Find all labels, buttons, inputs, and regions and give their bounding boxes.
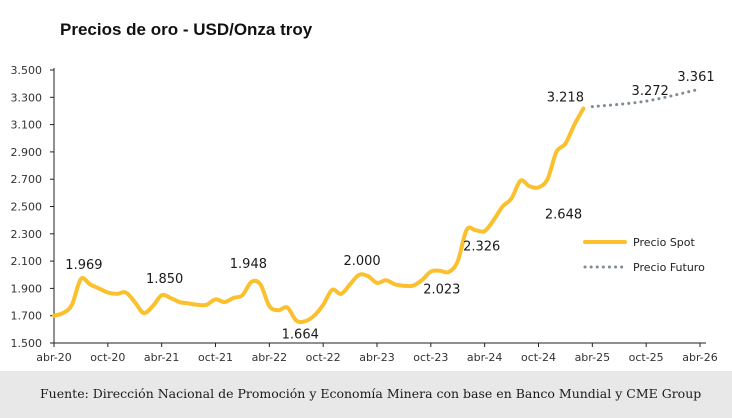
legend-label: Precio Futuro: [633, 261, 705, 274]
x-tick-label: oct-25: [629, 351, 664, 364]
y-tick-label: 3.100: [11, 119, 43, 132]
y-tick-label: 3.300: [11, 91, 43, 104]
legend-label: Precio Spot: [633, 236, 696, 249]
y-tick-label: 2.500: [11, 201, 43, 214]
data-label: 1.969: [65, 258, 102, 273]
legend: Precio Spot Precio Futuro: [583, 236, 705, 274]
y-tick-label: 3.500: [11, 64, 43, 77]
x-tick-label: oct-23: [413, 351, 448, 364]
x-tick-label: abr-21: [144, 351, 180, 364]
y-tick-label: 1.900: [11, 282, 43, 295]
x-tick-label: oct-20: [90, 351, 125, 364]
series-line-precio-spot: [52, 106, 586, 325]
y-tick-label: 2.300: [11, 228, 43, 241]
y-tick-label: 2.100: [11, 255, 43, 268]
data-label: 3.361: [677, 70, 714, 85]
x-tick-label: oct-22: [306, 351, 341, 364]
data-label: 3.272: [632, 84, 669, 99]
x-tick-label: abr-23: [359, 351, 395, 364]
y-tick-label: 2.700: [11, 173, 43, 186]
series-line-precio-futuro: [590, 87, 702, 109]
x-tick-label: abr-20: [36, 351, 72, 364]
source-footer: Fuente: Dirección Nacional de Promoción …: [0, 371, 732, 418]
data-label: 3.218: [547, 90, 584, 105]
y-tick-label: 1.500: [11, 337, 43, 350]
data-label: 1.664: [282, 328, 319, 343]
source-text: Fuente: Dirección Nacional de Promoción …: [40, 386, 702, 401]
x-tick-label: abr-25: [575, 351, 611, 364]
data-label: 2.648: [545, 207, 582, 222]
y-tick-label: 1.700: [11, 310, 43, 323]
data-label: 2.000: [343, 254, 380, 269]
data-label: 2.326: [463, 239, 500, 254]
x-tick-label: oct-24: [521, 351, 556, 364]
y-tick-label: 2.900: [11, 146, 43, 159]
x-tick-label: oct-21: [198, 351, 233, 364]
x-tick-label: abr-24: [467, 351, 503, 364]
gold-price-chart: 1.500 1.700 1.900 2.100 2.300 2.500 2.700 2.900…: [11, 64, 718, 364]
data-label: 2.023: [423, 283, 460, 298]
data-label: 1.850: [146, 272, 183, 287]
data-label: 1.948: [230, 257, 267, 272]
chart-title: Precios de oro - USD/Onza troy: [60, 20, 313, 39]
x-tick-label: abr-22: [252, 351, 288, 364]
x-tick-label: abr-26: [682, 351, 718, 364]
